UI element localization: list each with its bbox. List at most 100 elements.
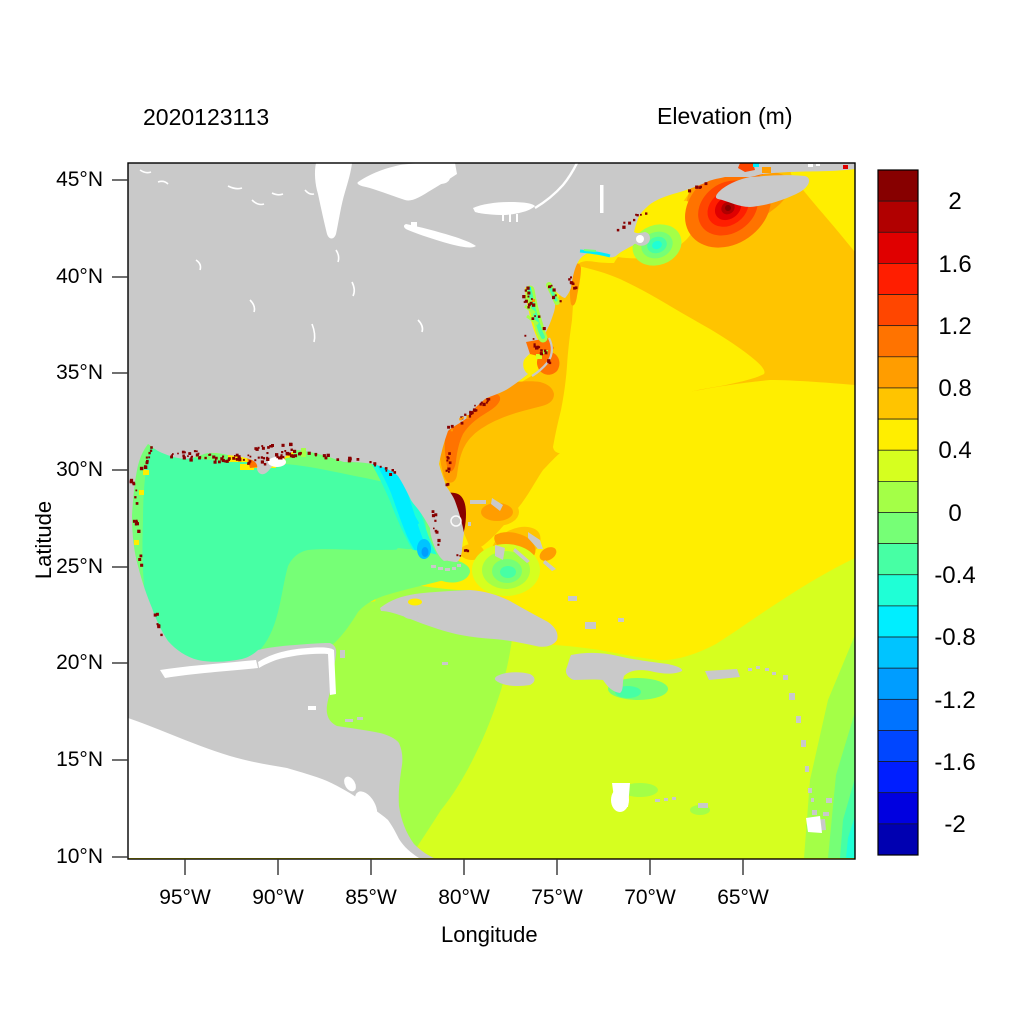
speckle-dot <box>463 549 467 552</box>
speckle-dot <box>466 415 469 418</box>
speckle-dot <box>242 458 245 461</box>
speckle-dot <box>570 276 572 279</box>
colorbar-cell <box>877 698 919 731</box>
lake-nicaragua <box>354 791 378 821</box>
speckle-dot <box>282 455 285 459</box>
speckle-dot <box>148 451 151 455</box>
speckle-dot <box>552 288 556 292</box>
speckle-dot <box>379 465 382 468</box>
speckle-dot <box>539 352 543 355</box>
speckle-dot <box>628 221 632 225</box>
speckle-dot <box>698 186 702 189</box>
speckle-dot <box>450 424 454 428</box>
speckle-dot <box>526 286 530 290</box>
speckle-dot <box>172 453 174 455</box>
speckle-dot <box>266 457 270 461</box>
speckle-dot <box>466 549 470 553</box>
colorbar-cell <box>877 761 919 794</box>
colorbar <box>877 169 919 856</box>
speckle-dot <box>445 469 448 472</box>
speckle-dot <box>299 451 302 455</box>
speckle-dot <box>447 425 450 429</box>
colorbar-cell <box>877 667 919 700</box>
yucatan-white-band <box>258 647 336 695</box>
speckle-dot <box>248 460 252 463</box>
speckle-dot <box>486 398 489 400</box>
speckle-dot <box>550 284 553 287</box>
speckle-dot <box>448 461 452 465</box>
lake-georgian-bay <box>424 169 450 184</box>
speckle-dot <box>446 459 449 462</box>
island-hispaniola <box>565 652 683 693</box>
speckle-dot <box>279 456 283 460</box>
speckle-dot <box>474 404 476 407</box>
region-gulf-center <box>142 448 426 664</box>
colorbar-tick-label: 0.8 <box>938 375 972 402</box>
y-tick-label: 15°N <box>56 748 103 771</box>
speckle-dot <box>324 456 328 460</box>
batabano-yellow-spot <box>408 598 422 606</box>
speckle-dot <box>532 338 535 340</box>
speckle-dot <box>145 461 149 465</box>
speckle-dot <box>434 519 437 522</box>
colorbar-cell <box>877 605 919 638</box>
map-plot-area <box>128 163 855 859</box>
colorbar-cell <box>877 792 919 825</box>
speckle-dot <box>263 463 267 466</box>
speckle-dot <box>336 458 340 461</box>
speckle-dot <box>688 189 692 193</box>
lakes <box>139 163 822 833</box>
x-tick-label: 65°W <box>717 886 769 909</box>
speckle-dot <box>645 212 648 215</box>
region-se-band-4 <box>846 816 855 858</box>
speckle-dot <box>437 538 441 543</box>
speckle-dot <box>450 429 453 432</box>
island-tobago <box>823 812 829 816</box>
speckle-dot <box>155 612 159 616</box>
speckle-dot <box>254 447 258 450</box>
long-island-sound <box>579 249 611 258</box>
speckle-dot <box>348 456 352 460</box>
island-cozumel <box>340 650 345 658</box>
speckle-dot <box>435 530 439 534</box>
speckle-dot <box>389 473 393 476</box>
pacific-no-data <box>128 718 419 858</box>
island-florida-keys <box>431 564 461 571</box>
speckle-dot <box>237 455 241 459</box>
colorbar-cell <box>877 200 919 233</box>
island-inagua <box>585 622 596 629</box>
speckle-dot <box>134 496 137 499</box>
speckle-dot <box>212 455 216 459</box>
speckle-dot <box>221 458 225 463</box>
speckle-dot <box>257 456 260 459</box>
x-tick-label: 90°W <box>252 886 304 909</box>
speckle-dot <box>533 345 536 348</box>
speckle-dot <box>393 471 397 474</box>
colorbar-tick-label: -0.4 <box>934 562 976 589</box>
x-tick-label: 75°W <box>531 886 583 909</box>
speckle-dot <box>540 349 543 352</box>
lake-champlain <box>600 185 604 213</box>
speckle-dot <box>531 298 533 300</box>
lake-izabal <box>308 706 316 710</box>
colorbar-cell <box>877 387 919 420</box>
y-tick-label: 20°N <box>56 651 103 674</box>
speckle-dot <box>431 510 435 513</box>
island-andros <box>495 545 505 560</box>
island-turks <box>618 618 624 622</box>
speckle-dot <box>433 527 435 530</box>
speckle-dot <box>524 299 528 303</box>
speckle-dot <box>466 416 469 419</box>
speckle-dot <box>266 456 269 459</box>
speckle-dot <box>314 452 318 456</box>
speckle-dot <box>218 460 221 464</box>
speckle-dot <box>542 327 546 331</box>
speckle-dot <box>307 451 311 455</box>
speckle-dot <box>254 459 257 462</box>
speckle-dot <box>222 455 225 458</box>
speckle-dot <box>288 452 292 456</box>
speckle-dot <box>190 455 193 458</box>
island-margarita <box>698 803 708 808</box>
speckle-dot <box>153 613 157 617</box>
speckle-dot <box>247 461 251 465</box>
